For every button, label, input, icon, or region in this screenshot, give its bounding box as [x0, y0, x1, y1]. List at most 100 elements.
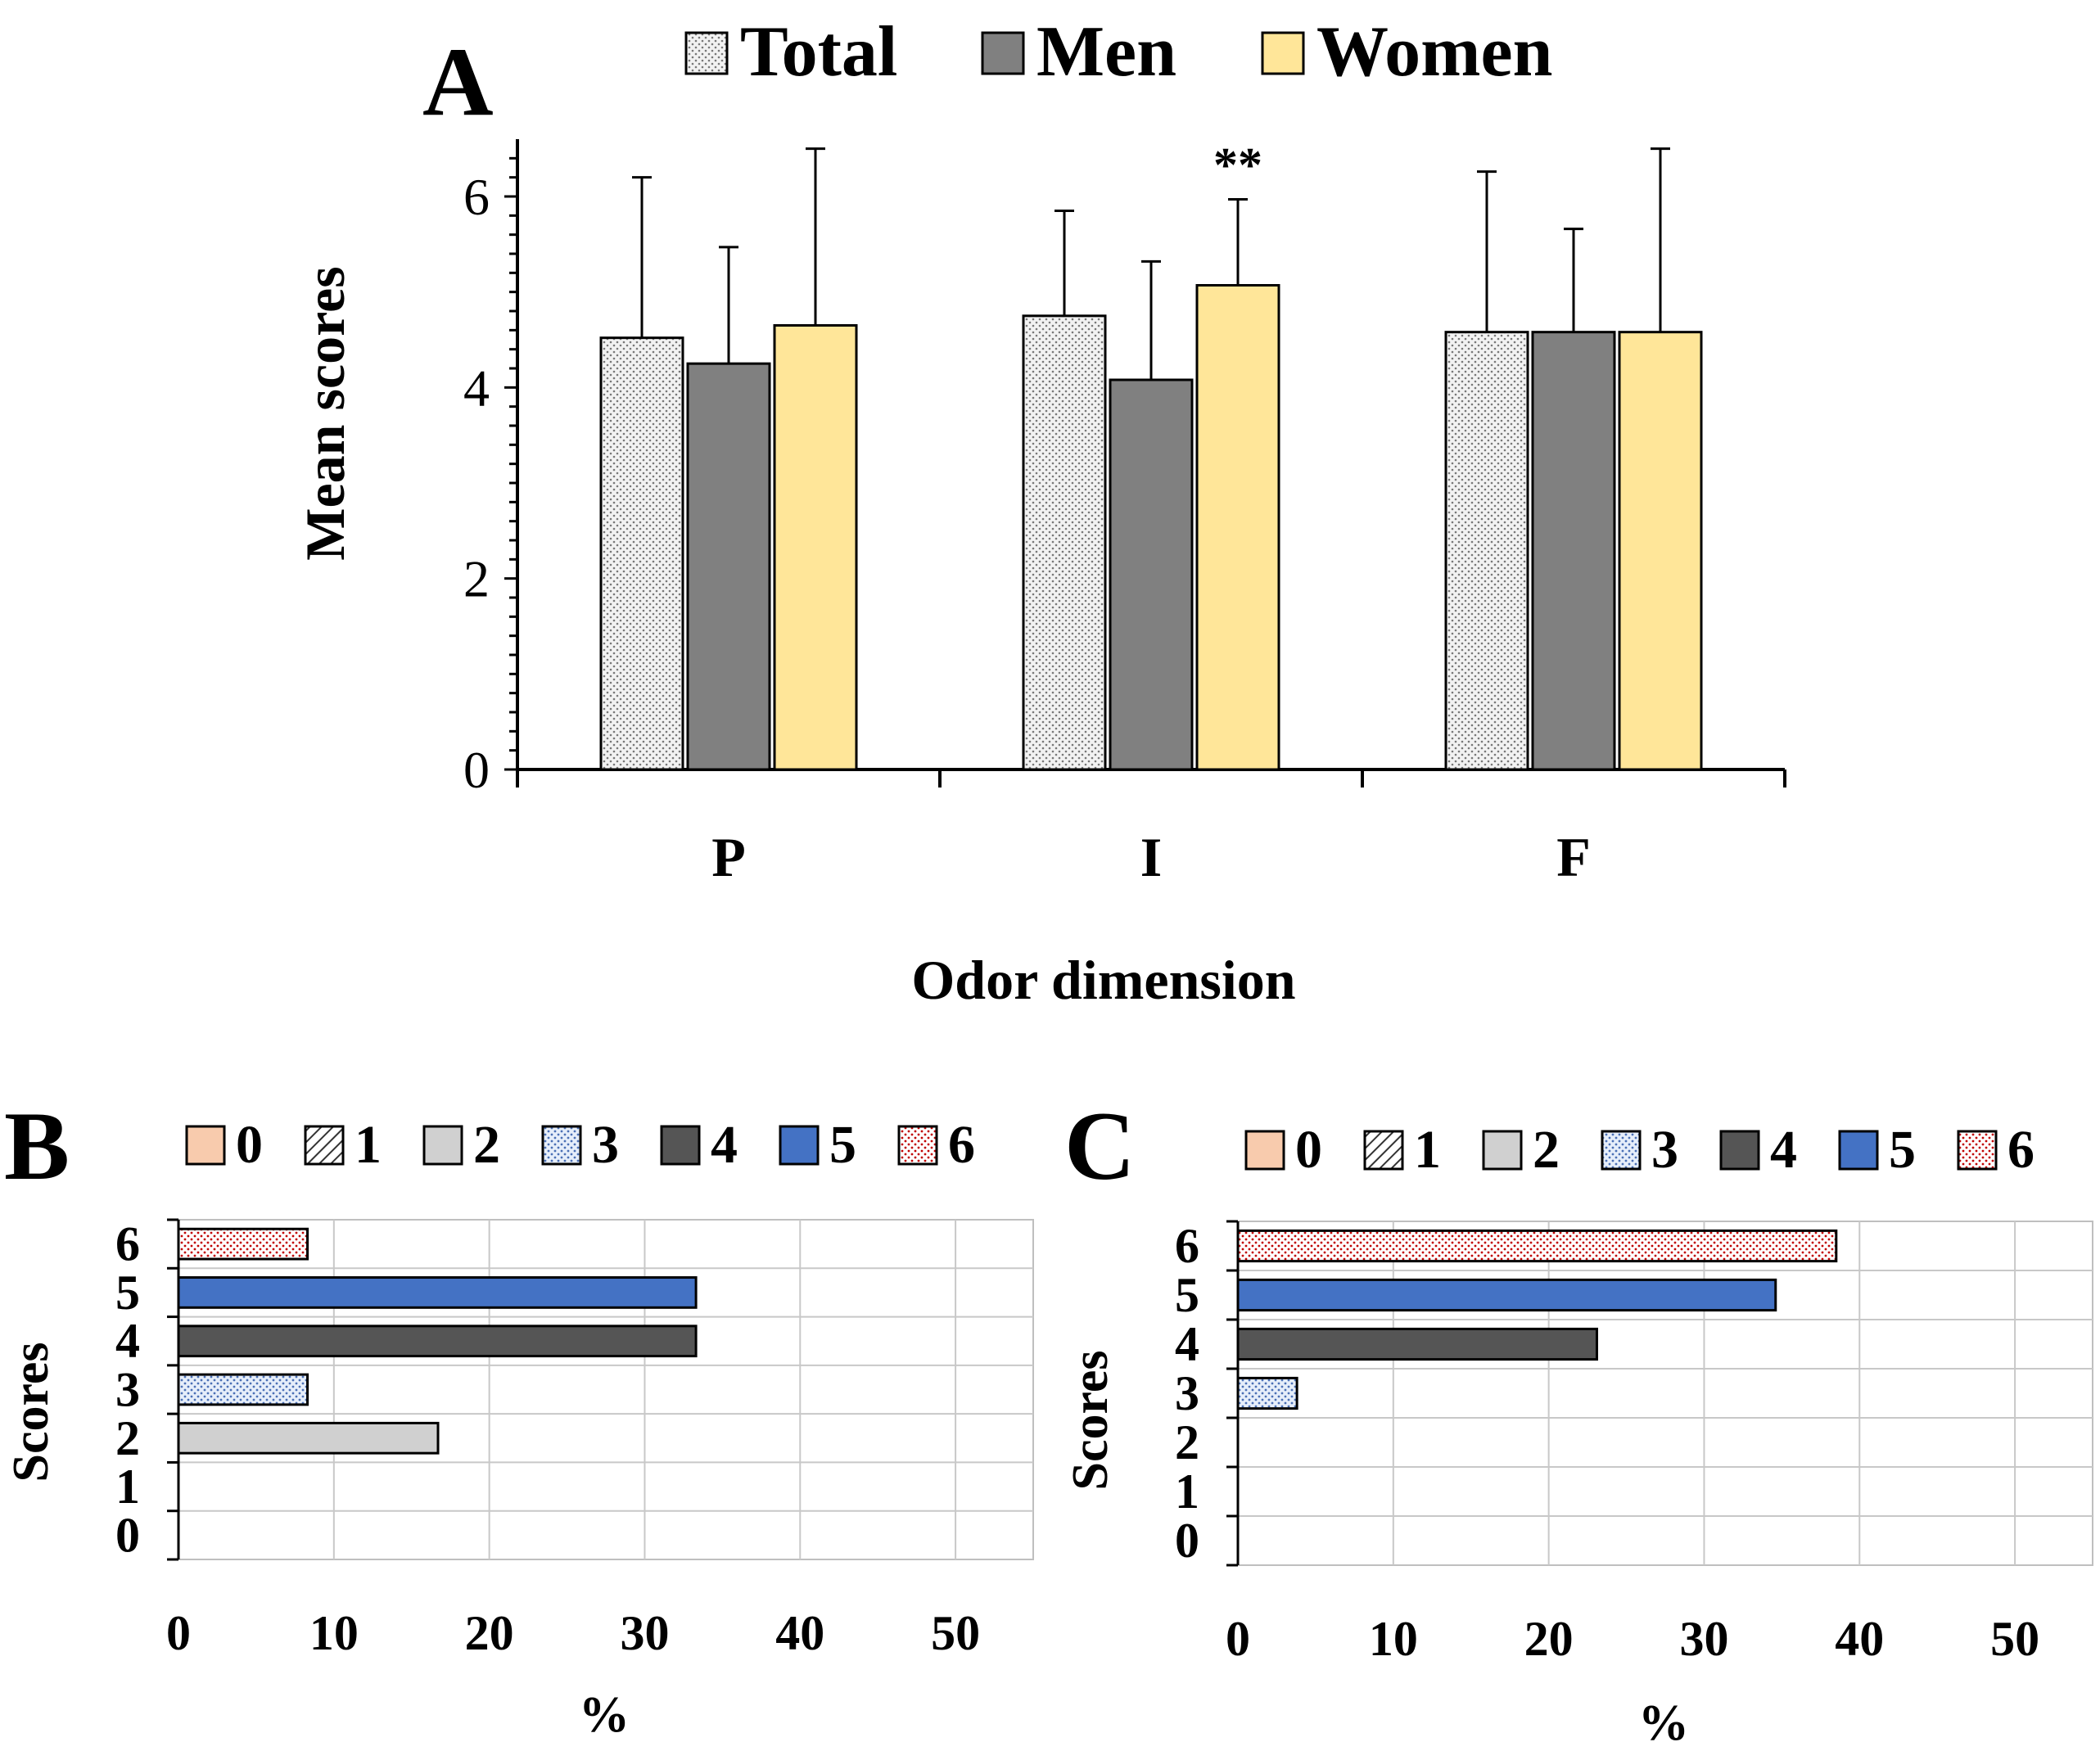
panel-b-bar-score-3	[177, 1373, 309, 1406]
panel-c-x-tick-label: 0	[1226, 1612, 1250, 1666]
panel-c-x-tick-label: 20	[1524, 1612, 1574, 1666]
panel-c-y-axis-title: Scores	[1063, 1350, 1118, 1490]
panel-b-bar-score-6	[177, 1227, 309, 1261]
panel-c-legend-label-5: 5	[1889, 1120, 1916, 1180]
panel-a-bar-men-P	[686, 362, 771, 771]
panel-a-x-axis-title: Odor dimension	[911, 949, 1295, 1011]
legend-a-swatch-women	[1261, 31, 1305, 75]
panel-b-bar-score-5	[177, 1276, 698, 1309]
panel-c-x-tick-label: 40	[1835, 1612, 1884, 1666]
panel-b-legend-label-6: 6	[948, 1115, 975, 1175]
panel-b-x-tick-label: 10	[309, 1606, 359, 1660]
panel-b-legend-label-2: 2	[473, 1115, 500, 1175]
panel-b-score-label: 3	[115, 1363, 140, 1417]
panel-b-x-axis-title: %	[579, 1687, 630, 1743]
panel-b-score-label: 6	[115, 1217, 140, 1271]
panel-c-score-label: 4	[1175, 1317, 1199, 1371]
panel-a-category-label: P	[711, 826, 746, 888]
panel-c-score-label: 5	[1175, 1268, 1199, 1322]
panel-c-legend-label-6: 6	[2007, 1120, 2035, 1180]
panel-c-plot-frame	[1237, 1221, 2093, 1566]
panel-b-score-label: 4	[115, 1314, 140, 1368]
panel-b-legend-swatch-2	[422, 1125, 463, 1166]
panel-a-y-tick-label: 2	[463, 550, 490, 608]
panel-a-bar-women-F	[1618, 331, 1703, 771]
panel-c-legend-swatch-4	[1719, 1130, 1760, 1171]
panel-b-x-tick-label: 0	[166, 1606, 191, 1660]
legend-a-label-men: Men	[1036, 12, 1176, 92]
panel-b-legend-label-4: 4	[711, 1115, 738, 1175]
legend-a: Total Men Women	[684, 12, 1552, 92]
panel-c-bar-score-3	[1236, 1376, 1298, 1410]
panel-b-x-tick-label: 30	[620, 1606, 669, 1660]
legend-a-swatch-men	[981, 31, 1025, 75]
panel-a-bar-total-P	[599, 336, 684, 771]
panel-c-score-label: 0	[1175, 1514, 1199, 1568]
panel-c-legend-label-2: 2	[1533, 1120, 1560, 1180]
panel-c-legend-label-4: 4	[1770, 1120, 1797, 1180]
panel-c-legend-label-0: 0	[1295, 1120, 1322, 1180]
panel-c-score-label: 1	[1175, 1464, 1199, 1519]
panel-c-legend-swatch-5	[1838, 1130, 1879, 1171]
panel-b-legend-label-1: 1	[355, 1115, 382, 1175]
panel-a-letter: A	[422, 27, 494, 136]
panel-c-legend-swatch-1	[1363, 1130, 1404, 1171]
panel-b-x-tick-label: 40	[775, 1606, 824, 1660]
panel-a-y-axis-title: Mean scores	[294, 266, 356, 560]
legend-b: 0 1 2 3 4 5 6	[185, 1115, 975, 1175]
panel-b-legend-swatch-1	[304, 1125, 345, 1166]
panel-c-x-axis-title: %	[1638, 1695, 1689, 1751]
panel-b-legend-swatch-5	[779, 1125, 820, 1166]
panel-c-x-tick-label: 10	[1369, 1612, 1418, 1666]
panel-b-legend-swatch-3	[541, 1125, 582, 1166]
panel-a-bar-men-I	[1109, 378, 1194, 771]
panel-c-legend-swatch-0	[1244, 1130, 1285, 1171]
panel-b-legend-label-0: 0	[236, 1115, 263, 1175]
legend-a-label-women: Women	[1316, 12, 1552, 92]
panel-a-significance-annotation: **	[1213, 138, 1262, 192]
panel-b-x-tick-label: 50	[931, 1606, 980, 1660]
panel-c-bar-score-4	[1236, 1327, 1598, 1361]
panel-a: A Total Men Women Mean scores Odor dimensi…	[294, 12, 1786, 1011]
panel-a-bar-men-F	[1531, 331, 1616, 771]
panel-b-legend-label-3: 3	[592, 1115, 619, 1175]
panel-c-legend-label-3: 3	[1651, 1120, 1678, 1180]
panel-c-legend-swatch-3	[1601, 1130, 1642, 1171]
panel-b-letter: B	[4, 1091, 70, 1200]
panel-c-legend-swatch-6	[1957, 1130, 1998, 1171]
panel-b-score-label: 5	[115, 1266, 140, 1320]
panel-b-score-label: 1	[115, 1460, 140, 1514]
panel-c-legend-swatch-2	[1482, 1130, 1523, 1171]
panel-b-legend-label-5: 5	[829, 1115, 856, 1175]
panel-a-bar-women-I	[1195, 284, 1280, 771]
panel-b-legend-swatch-4	[660, 1125, 701, 1166]
panel-c-score-label: 3	[1175, 1366, 1199, 1420]
panel-c-bar-score-6	[1236, 1229, 1838, 1263]
panel-a-bar-total-I	[1022, 314, 1107, 771]
panel-b-legend-swatch-0	[185, 1125, 226, 1166]
legend-a-swatch-total	[684, 31, 729, 75]
panel-c-score-label: 6	[1175, 1219, 1199, 1273]
panel-a-bar-women-P	[773, 324, 858, 771]
panel-c-legend-label-1: 1	[1414, 1120, 1441, 1180]
panel-b-legend-swatch-6	[897, 1125, 938, 1166]
plot-a: 0 2 4 6 P I F **	[463, 138, 1786, 888]
panel-a-category-label: F	[1556, 826, 1591, 888]
legend-a-label-total: Total	[740, 12, 897, 92]
panel-c-x-tick-label: 30	[1679, 1612, 1728, 1666]
panel-a-category-label: I	[1140, 826, 1162, 888]
panel-c-bar-score-5	[1236, 1278, 1777, 1312]
panel-b-score-label: 2	[115, 1411, 140, 1465]
panel-a-y-tick-label: 0	[463, 741, 490, 799]
panel-b-bar-score-2	[177, 1421, 440, 1455]
panel-c-x-tick-label: 50	[1990, 1612, 2039, 1666]
panel-a-bar-total-F	[1444, 331, 1529, 771]
panel-b-y-axis-title: Scores	[3, 1342, 59, 1482]
panel-b-bar-score-4	[177, 1325, 698, 1358]
panel-c-score-label: 2	[1175, 1415, 1199, 1469]
legend-c: 0 1 2 3 4 5 6	[1244, 1120, 2035, 1180]
